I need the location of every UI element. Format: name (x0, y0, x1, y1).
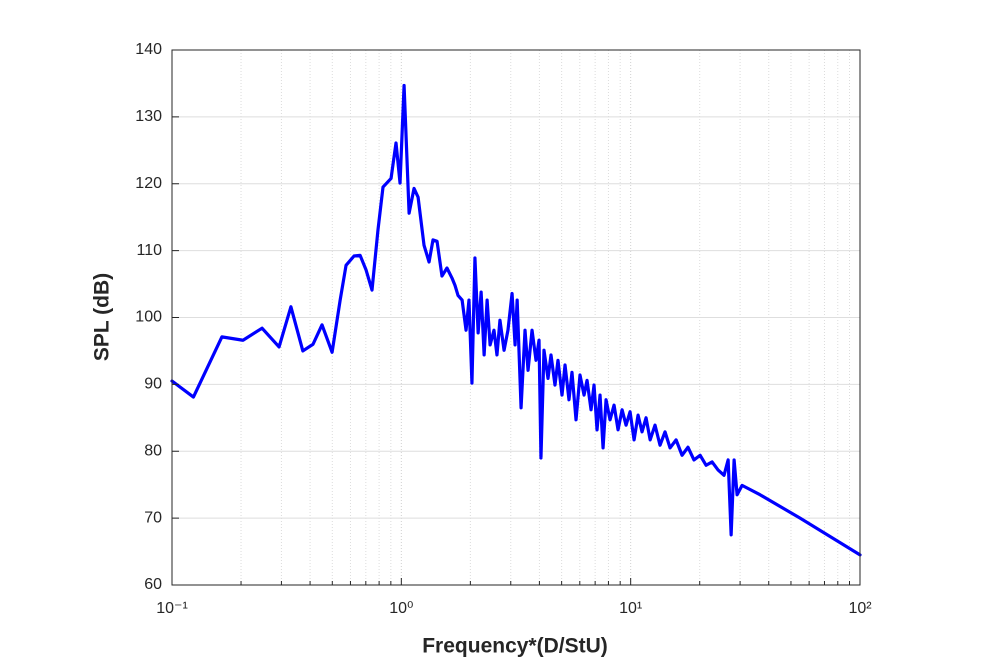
y-tick-label: 90 (144, 376, 162, 393)
y-tick-label: 140 (135, 41, 162, 58)
y-tick-label: 60 (144, 576, 162, 593)
y-tick-label: 80 (144, 442, 162, 459)
y-tick-label: 110 (136, 242, 162, 259)
ticks: 10⁻¹ 10⁰ 10¹ 10² 60 70 80 90 100 110 120 130 140 (135, 41, 872, 617)
y-tick-label: 130 (135, 108, 162, 125)
x-axis-label: Frequency*(D/StU) (422, 635, 608, 658)
y-tick-label: 70 (144, 509, 162, 526)
spl-line (170, 83, 862, 557)
marks (170, 83, 862, 557)
x-tick-label: 10¹ (619, 600, 642, 617)
x-tick-label: 10² (848, 600, 872, 617)
y-axis-label: SPL (dB) (91, 273, 114, 361)
x-tick-label: 10⁰ (389, 600, 413, 617)
y-tick-label: 100 (135, 309, 162, 326)
y-tick-label: 120 (135, 175, 162, 192)
x-tick-label: 10⁻¹ (156, 600, 188, 617)
